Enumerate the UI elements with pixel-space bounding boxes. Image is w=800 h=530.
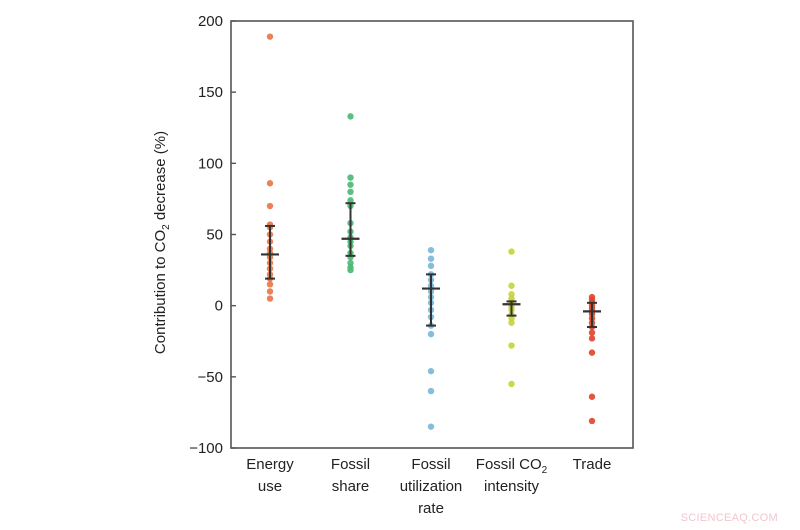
series-fossil-utilization-rate [422, 246, 440, 430]
data-point [427, 387, 435, 395]
y-tick-label: 50 [206, 227, 223, 244]
data-point [347, 197, 354, 204]
x-category-label: Energy [246, 456, 294, 473]
data-point [508, 282, 515, 289]
data-point [347, 181, 354, 188]
series-energy-use [261, 33, 279, 302]
data-points [261, 33, 601, 430]
data-point [427, 246, 435, 254]
data-point [347, 188, 354, 195]
axis-labels: Contribution to CO2 decrease (%) Energy us… [152, 131, 611, 517]
plot-frame [230, 20, 634, 449]
y-tick-label: −50 [198, 369, 223, 386]
data-point [588, 349, 596, 356]
data-point [508, 248, 515, 255]
series-fossil-share [341, 113, 360, 274]
data-point [266, 33, 274, 40]
y-tick-label: 100 [198, 155, 223, 172]
axes: −100 −50 0 50 100 150 200 [189, 13, 634, 457]
x-category-label: Trade [573, 456, 612, 473]
y-axis-title: Contribution to CO2 decrease (%) [152, 131, 172, 354]
data-point [347, 266, 354, 274]
x-category-label: Fossil [331, 456, 370, 473]
data-point [427, 262, 435, 270]
series-fossil-co2-intensity [502, 248, 521, 388]
data-point [427, 255, 435, 262]
watermark: SCIENCEAQ.COM [680, 512, 778, 524]
data-point [588, 329, 596, 336]
data-point [588, 393, 596, 400]
data-point [266, 180, 274, 187]
data-point [266, 295, 274, 302]
data-point [588, 417, 596, 425]
data-point [508, 380, 515, 388]
y-tick-label: 150 [198, 84, 223, 101]
x-category-label: utilization [400, 478, 463, 495]
data-point [266, 202, 274, 210]
x-category-label: intensity [484, 478, 540, 495]
data-point [347, 113, 354, 120]
data-point [427, 367, 435, 375]
data-point [508, 342, 515, 349]
x-category-label: share [332, 478, 370, 495]
x-category-label: rate [418, 500, 444, 517]
data-point [427, 423, 435, 430]
x-category-label: use [258, 478, 282, 495]
x-category-label: Fossil CO2 [476, 456, 548, 476]
y-tick-label: 200 [198, 13, 223, 30]
data-point [266, 288, 274, 295]
x-category-label: Fossil [411, 456, 450, 473]
data-point [266, 281, 274, 288]
y-tick-label: −100 [189, 440, 223, 457]
series-trade [583, 293, 601, 425]
data-point [588, 335, 596, 342]
y-tick-label: 0 [215, 298, 223, 315]
data-point [347, 174, 354, 181]
data-point [427, 330, 435, 338]
data-point [508, 319, 515, 326]
